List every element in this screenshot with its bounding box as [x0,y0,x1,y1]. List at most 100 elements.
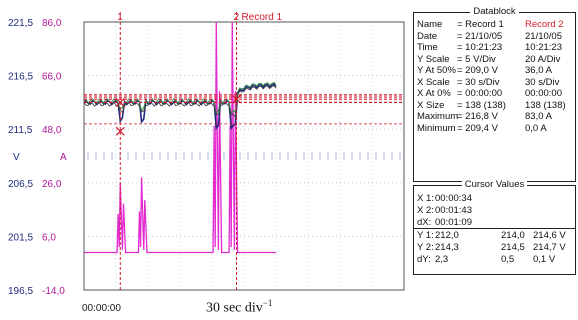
datablock-record2-value: 00:00:00 [525,88,562,99]
cursor-marker [232,94,241,104]
cursor-values-v3: 214,7 V [533,241,566,253]
cursor-values-v1: 212,0 [435,229,459,241]
datablock-panel: Datablock Name = Record 1 Record 2 Date = 21… [413,6,576,182]
datablock-row: Minimum = 209,4 V 0,0 A [417,123,572,135]
datablock-record1-value: = Record 1 [457,19,504,30]
voltage-unit-label: V [13,152,20,163]
record-label: Record 1 [242,12,283,23]
grid [83,21,405,291]
current-tick-label: 86,0 [42,18,62,29]
current-tick-label: 48,0 [42,125,62,136]
cursor-values-v3: 214,6 V [533,229,566,241]
datablock-title: Datablock [414,6,575,18]
time-division-exponent: −1 [262,298,273,308]
cursor-values-v1: 00:01:09 [435,217,472,229]
datablock-record2-value: 138 (138) [525,99,566,111]
cursor-values-row: X 1: 00:00:34 [417,193,572,205]
time-division-text: 30 sec div [206,300,263,316]
datablock-record1-value: = 216,8 V [457,111,498,122]
datablock-row: X Size = 138 (138) 138 (138) [417,100,572,112]
cursor-label: 2 [234,12,240,23]
datablock-row-label: Y Scale [417,53,450,65]
datablock-row: X At 0% = 00:00:00 00:00:00 [417,88,572,100]
cursor-values-row: Y 1: 212,0 214,0 214,6 V [417,230,572,242]
cursor-values-v2: 214,0 [501,229,525,241]
current-unit-label: A [60,152,67,163]
voltage-tick-label: 221,5 [8,18,33,29]
cursor-values-row: dX: 00:01:09 [417,217,572,229]
datablock-title-text: Datablock [470,6,519,17]
datablock-record1-value: = 209,4 V [457,122,498,134]
datablock-row: Time = 10:21:23 10:21:23 [417,42,572,54]
datablock-row-label: X Scale [417,76,450,88]
cursor-values-label: Y 1: [417,229,434,241]
datablock-row-label: X At 0% [417,88,451,99]
voltage-tick-label: 201,5 [8,232,33,243]
current-trace [84,21,276,254]
datablock-row: Name = Record 1 Record 2 [417,19,572,31]
current-tick-label: 26,0 [42,179,62,190]
cursor-values-title-text: Cursor Values [461,179,528,190]
cursor-values-title: Cursor Values [414,179,575,191]
datablock-record1-value: = 10:21:23 [457,42,503,53]
datablock-record2-value: 36,0 A [525,65,552,76]
current-tick-label: 66,0 [42,72,62,83]
voltage-trace [83,81,277,115]
datablock-record2-value: 10:21:23 [525,42,562,53]
current-tick-label: -14,0 [42,286,65,297]
datablock-row-label: X Size [417,99,445,111]
datablock-row: Y At 50% = 209,0 V 36,0 A [417,65,572,77]
current-tick-label: 6,0 [42,232,56,243]
datablock-row: Maximum = 216,8 V 83,0 A [417,111,572,123]
cursor-values-label: Y 2: [417,241,434,253]
cursor-values-v1: 2,3 [435,254,449,265]
cursor-values-label: dX: [417,217,432,229]
cursor-values-v1: 00:00:34 [435,193,472,204]
start-time-label: 00:00:00 [82,303,121,314]
datablock-row-label: Date [417,30,438,42]
datablock-row: Date = 21/10/05 21/10/05 [417,31,572,43]
cursors[interactable]: 1 2 Record 1 [84,12,404,290]
cursor-values-row: dY: 2,3 0,5 0,1 V [417,254,572,266]
datablock-record1-value: = 00:00:00 [457,88,503,99]
datablock-record1-value: = 5 V/Div [457,53,496,65]
datablock-row-label: Time [417,42,438,53]
datablock-record1-value: = 30 s/Div [457,76,500,88]
cursor-label: 1 [117,12,123,23]
time-division-label: 30 sec div−1 [206,298,272,317]
cursor-values-v1: 00:01:43 [435,205,472,217]
datablock-row-label: Minimum [417,122,456,134]
cursor-values-label: X 2: [417,205,434,217]
datablock-row-label: Y At 50% [417,65,456,76]
cursor-values-v1: 214,3 [435,241,459,253]
current-axis: 86,0 66,0 48,0 26,0 6,0 -14,0 A [42,18,67,297]
voltage-axis: 221,5 216,5 211,5 206,5 201,5 196,5 V [8,18,33,297]
datablock-row-label: Maximum [417,111,459,122]
traces [83,21,277,254]
cursor-values-panel: Cursor Values X 1: 00:00:34 X 2: 00:01:43 dX… [413,179,576,275]
scope-plot[interactable]: 221,5 216,5 211,5 206,5 201,5 196,5 V 86,0 66,0… [0,0,410,320]
datablock-record1-value: = 21/10/05 [457,30,503,42]
cursor-values-row: Y 2: 214,3 214,5 214,7 V [417,242,572,254]
datablock-record2-value: 21/10/05 [525,30,562,42]
datablock-record1-value: = 138 (138) [457,99,506,111]
datablock-record2-value: Record 2 [525,19,564,30]
datablock-record1-value: = 209,0 V [457,65,498,76]
voltage-tick-label: 211,5 [8,125,33,136]
voltage-tick-label: 196,5 [8,286,33,297]
datablock-row-label: Name [417,19,443,30]
cursor-values-v2: 0,5 [501,254,515,265]
cursor-values-row: X 2: 00:01:43 [417,205,572,217]
cursor-values-v2: 214,5 [501,241,525,253]
voltage-tick-label: 216,5 [8,72,33,83]
cursor-marker [115,97,125,107]
datablock-row: Y Scale = 5 V/Div 20 A/Div [417,54,572,66]
cursor-values-label: dY: [417,254,431,265]
datablock-record2-value: 83,0 A [525,111,552,122]
cursor-marker [115,126,125,136]
cursor-values-label: X 1: [417,193,434,204]
cursor-values-v3: 0,1 V [533,254,556,265]
datablock-row: X Scale = 30 s/Div 30 s/Div [417,77,572,89]
datablock-record2-value: 20 A/Div [525,53,561,65]
datablock-record2-value: 0,0 A [525,122,547,134]
